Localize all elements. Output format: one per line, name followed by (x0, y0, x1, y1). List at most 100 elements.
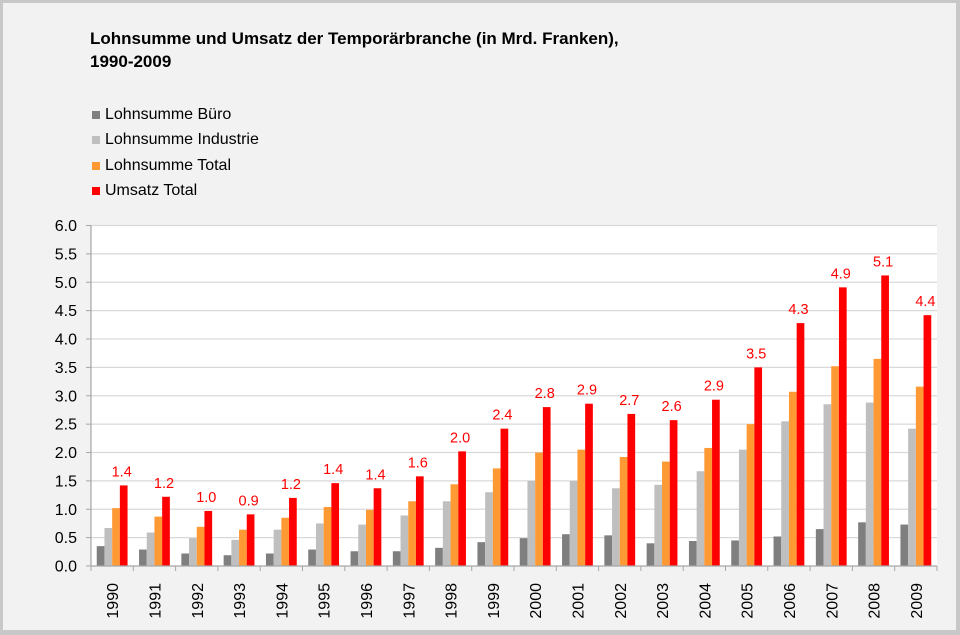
data-label: 0.9 (239, 493, 259, 509)
y-tick-label: 5.0 (55, 275, 77, 292)
bar (485, 492, 493, 566)
legend-label: Umsatz Total (105, 182, 198, 200)
x-tick-label: 2002 (613, 583, 630, 619)
bar (139, 549, 147, 566)
legend-swatch (92, 187, 100, 196)
bar (104, 527, 113, 566)
bar (788, 391, 797, 566)
y-tick-label: 0.0 (55, 559, 77, 576)
bar (308, 549, 316, 566)
x-tick-label: 1993 (232, 583, 249, 619)
bar (315, 523, 324, 566)
legend-swatch (92, 136, 100, 145)
x-tick-label: 1999 (486, 583, 503, 619)
x-tick-label: 1990 (105, 583, 122, 619)
x-tick-label: 1998 (444, 583, 461, 619)
data-label: 4.4 (915, 294, 935, 310)
legend-item: Lohnsumme Total (92, 153, 259, 179)
data-label: 2.4 (492, 408, 512, 424)
x-tick-label: 1997 (401, 583, 418, 619)
bar (350, 551, 359, 566)
bar (569, 480, 578, 566)
bar (796, 323, 805, 566)
bar (189, 538, 197, 566)
bar (646, 543, 655, 566)
bar (408, 501, 416, 566)
bar (331, 483, 340, 566)
data-label: 2.8 (535, 386, 555, 402)
data-label: 2.9 (577, 383, 597, 399)
data-label: 5.1 (873, 254, 893, 270)
legend-item: Umsatz Total (92, 179, 259, 205)
bar (273, 529, 282, 566)
y-tick-label: 6.0 (55, 218, 77, 235)
y-tick-label: 3.5 (55, 360, 77, 377)
bar (542, 407, 551, 566)
y-tick-label: 1.0 (55, 502, 77, 519)
y-tick-label: 4.5 (55, 303, 77, 320)
y-tick-label: 1.5 (55, 473, 77, 490)
bar (477, 542, 486, 566)
bar (492, 468, 501, 566)
bar (712, 399, 720, 566)
data-label: 1.2 (154, 476, 174, 492)
x-tick-label: 2004 (697, 583, 714, 619)
bar (604, 535, 613, 566)
bar (223, 555, 232, 566)
bar (196, 526, 205, 566)
bar (704, 447, 713, 566)
bar (527, 480, 536, 566)
bar (231, 539, 240, 566)
data-label: 4.9 (831, 266, 851, 282)
bar (654, 484, 663, 566)
data-label: 2.7 (619, 393, 639, 409)
x-tick-label: 2000 (528, 583, 545, 619)
legend: Lohnsumme Büro Lohnsumme Industrie Lohnsum… (92, 102, 259, 204)
bar (400, 515, 409, 566)
bar (746, 424, 755, 566)
bar (781, 421, 789, 566)
legend-swatch (92, 161, 100, 170)
bar (442, 501, 451, 566)
bar (815, 529, 824, 566)
data-label: 1.4 (323, 462, 343, 478)
x-tick-label: 2007 (824, 583, 841, 619)
data-label: 2.6 (662, 399, 682, 415)
bar (865, 402, 874, 566)
bar (392, 551, 401, 566)
x-tick-label: 2001 (570, 583, 587, 619)
bar (669, 420, 678, 566)
bar (415, 476, 424, 566)
data-label: 2.0 (450, 430, 470, 446)
bar (450, 484, 459, 566)
bar (838, 287, 847, 566)
bar (146, 532, 155, 566)
bar (831, 366, 839, 566)
y-tick-label: 2.5 (55, 417, 77, 434)
bar (96, 546, 105, 566)
y-tick-label: 0.5 (55, 530, 77, 547)
x-tick-label: 1995 (317, 583, 334, 619)
bar (662, 461, 670, 566)
bar (365, 509, 374, 566)
x-tick-label: 2006 (782, 583, 799, 619)
legend-label: Lohnsumme Industrie (105, 131, 259, 149)
bar (858, 522, 866, 566)
bar (119, 485, 128, 566)
bar (519, 538, 528, 566)
bar (915, 386, 924, 566)
y-tick-label: 3.0 (55, 388, 77, 405)
bar (754, 367, 763, 566)
data-label: 4.3 (788, 302, 808, 318)
bar (923, 315, 932, 566)
bar (358, 524, 366, 566)
bar (154, 516, 163, 566)
x-tick-label: 1994 (274, 583, 291, 619)
bar (619, 457, 628, 566)
x-tick-label: 2008 (867, 583, 884, 619)
bar (289, 497, 297, 566)
bar (585, 403, 593, 566)
bar (373, 488, 382, 566)
bar (731, 540, 739, 566)
